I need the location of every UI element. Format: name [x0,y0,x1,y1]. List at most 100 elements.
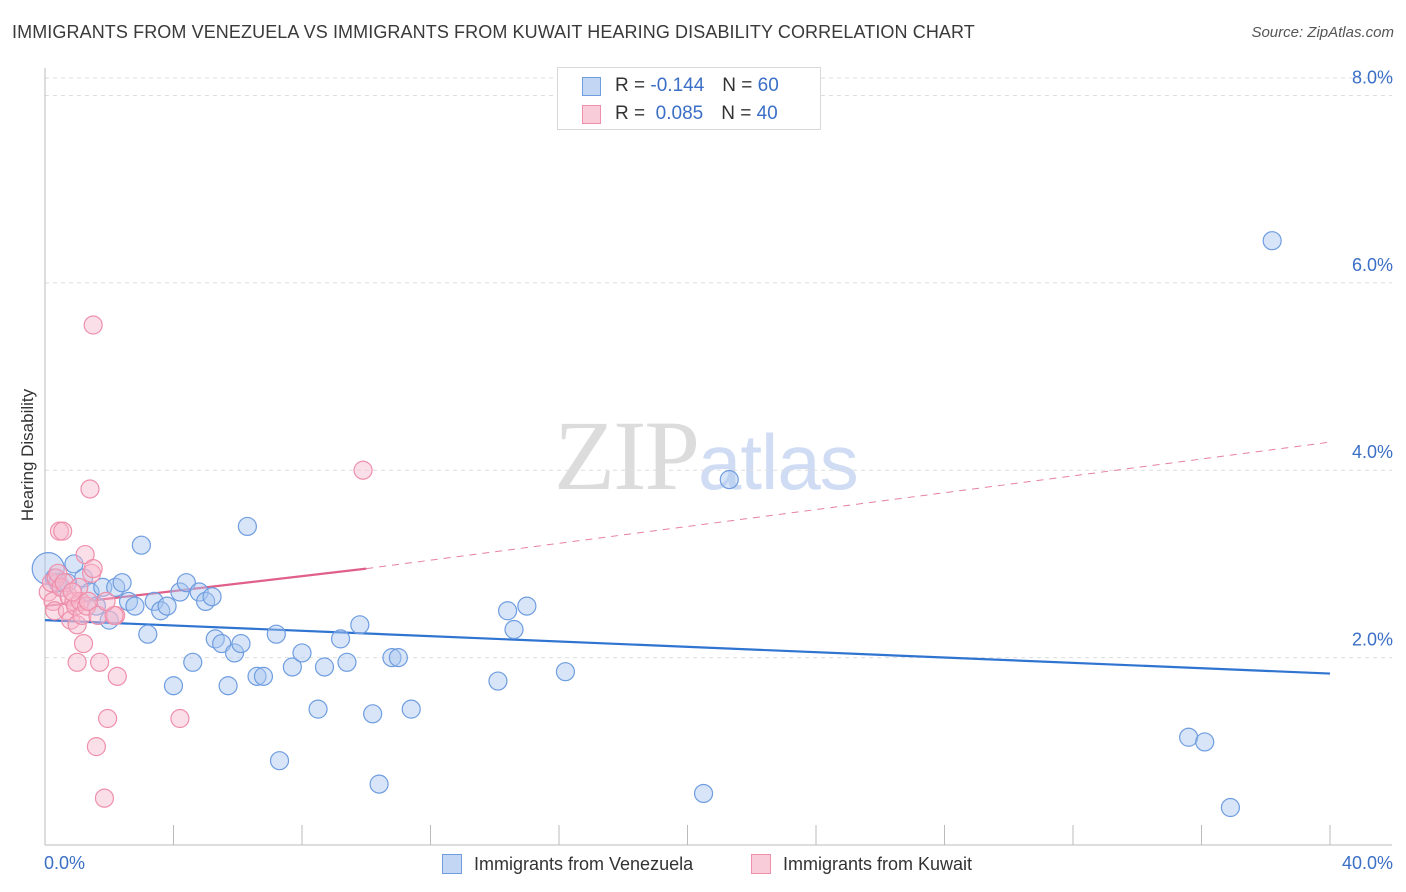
venezuela-point [1262,231,1282,251]
venezuela-point [237,516,257,537]
axis-layer [44,68,1392,846]
kuwait-point [94,788,115,808]
venezuela-point [189,582,209,602]
kuwait-point [48,563,68,583]
y-tick-label: 4.0% [1352,442,1393,462]
venezuela-point [401,699,421,719]
kuwait-point [107,666,127,686]
venezuela-point [330,629,351,649]
venezuela-point [253,666,274,686]
venezuela-point [488,671,508,691]
kuwait-point [67,652,87,672]
kuwait-point [53,521,73,541]
venezuela-point [337,652,357,672]
venezuela-point [719,470,739,490]
venezuela-point [176,573,196,593]
venezuela-point [1220,797,1241,818]
venezuela-point [1179,727,1199,747]
venezuela-point [224,643,245,663]
chart-title: IMMIGRANTS FROM VENEZUELA VS IMMIGRANTS … [12,22,975,42]
bottom-legend-venezuela: Immigrants from Venezuela [442,851,693,877]
venezuela-point [183,652,203,672]
y-tick-label: 8.0% [1352,67,1393,87]
venezuela-point [369,774,389,794]
kuwait-point [90,652,110,672]
bottom-legend-kuwait: Immigrants from Kuwait [751,851,972,877]
legend-swatch-venezuela [582,76,601,96]
legend-row-kuwait: R = 0.085 N = 40 [582,101,778,127]
venezuela-points [31,231,1282,818]
kuwait-point [170,708,190,729]
bottom-legend-swatch-kuwait [751,854,771,874]
kuwait-point [96,591,116,612]
venezuela-point [388,648,408,668]
watermark-atlas: atlas [698,418,859,506]
venezuela-point [112,573,132,593]
venezuela-point [517,596,537,616]
venezuela-point [218,676,238,696]
venezuela-point [144,591,164,612]
source-note: Source: ZipAtlas.com [1251,24,1394,41]
bottom-legend-label-kuwait: Immigrants from Kuwait [783,853,973,874]
y-tick-label: 6.0% [1352,255,1393,275]
venezuela-point [1195,732,1215,752]
kuwait-point [353,460,373,480]
kuwait-point [86,737,107,757]
venezuela-point [292,643,312,663]
venezuela-point [212,633,232,654]
legend-r-value-venezuela: -0.144 [650,75,705,96]
venezuela-point [504,619,524,640]
venezuela-point [308,699,328,719]
kuwait-trend-line [44,567,367,608]
venezuela-trend-line [44,619,1331,675]
kuwait-point [80,479,100,499]
kuwait-point [98,708,118,729]
tick-labels: 2.0% 4.0% 6.0% 8.0% 0.0% 40.0% [44,67,1393,873]
venezuela-point [170,582,190,602]
bottom-legend-swatch-venezuela [442,854,462,874]
bottom-legend-label-venezuela: Immigrants from Venezuela [474,853,694,874]
kuwait-points [38,315,373,808]
kuwait-point [72,605,92,626]
legend-row-venezuela: R = -0.144 N = 60 [582,73,779,99]
venezuela-point [157,596,177,616]
venezuela-point [163,676,184,696]
legend-n-value-kuwait: 40 [756,103,778,124]
venezuela-point [125,596,145,616]
kuwait-trend-extension [366,441,1331,570]
kuwait-point [62,582,82,602]
kuwait-point [83,315,103,335]
kuwait-point [67,615,87,635]
venezuela-point [382,648,402,668]
x-tick-label-max: 40.0% [1342,853,1393,873]
kuwait-point [83,559,103,579]
legend-r-label-venezuela: R = [615,75,646,96]
legend-n-value-venezuela: 60 [757,75,779,96]
venezuela-point [282,657,302,677]
watermark: ZIPatlas [554,398,859,513]
venezuela-point [138,624,158,644]
legend-n-label-kuwait: N = [721,103,752,124]
venezuela-point [269,751,290,771]
venezuela-point [202,587,222,607]
kuwait-point [73,633,94,654]
venezuela-point [498,601,518,621]
trend-layer [44,441,1331,675]
venezuela-point [131,535,151,555]
legend-r-label-kuwait: R = [615,103,646,124]
x-tick-label-min: 0.0% [44,853,85,873]
legend-r-value-kuwait: 0.085 [655,103,704,124]
venezuela-point [363,704,383,724]
venezuela-point [231,633,251,654]
venezuela-point [314,657,335,677]
venezuela-point [555,662,576,682]
venezuela-point [247,666,267,686]
venezuela-point [64,554,84,574]
venezuela-point [350,615,370,635]
venezuela-point [693,783,714,804]
y-tick-label: 2.0% [1352,630,1393,650]
legend-swatch-kuwait [582,104,601,124]
venezuela-point [266,624,286,644]
grid-layer [45,77,1392,659]
